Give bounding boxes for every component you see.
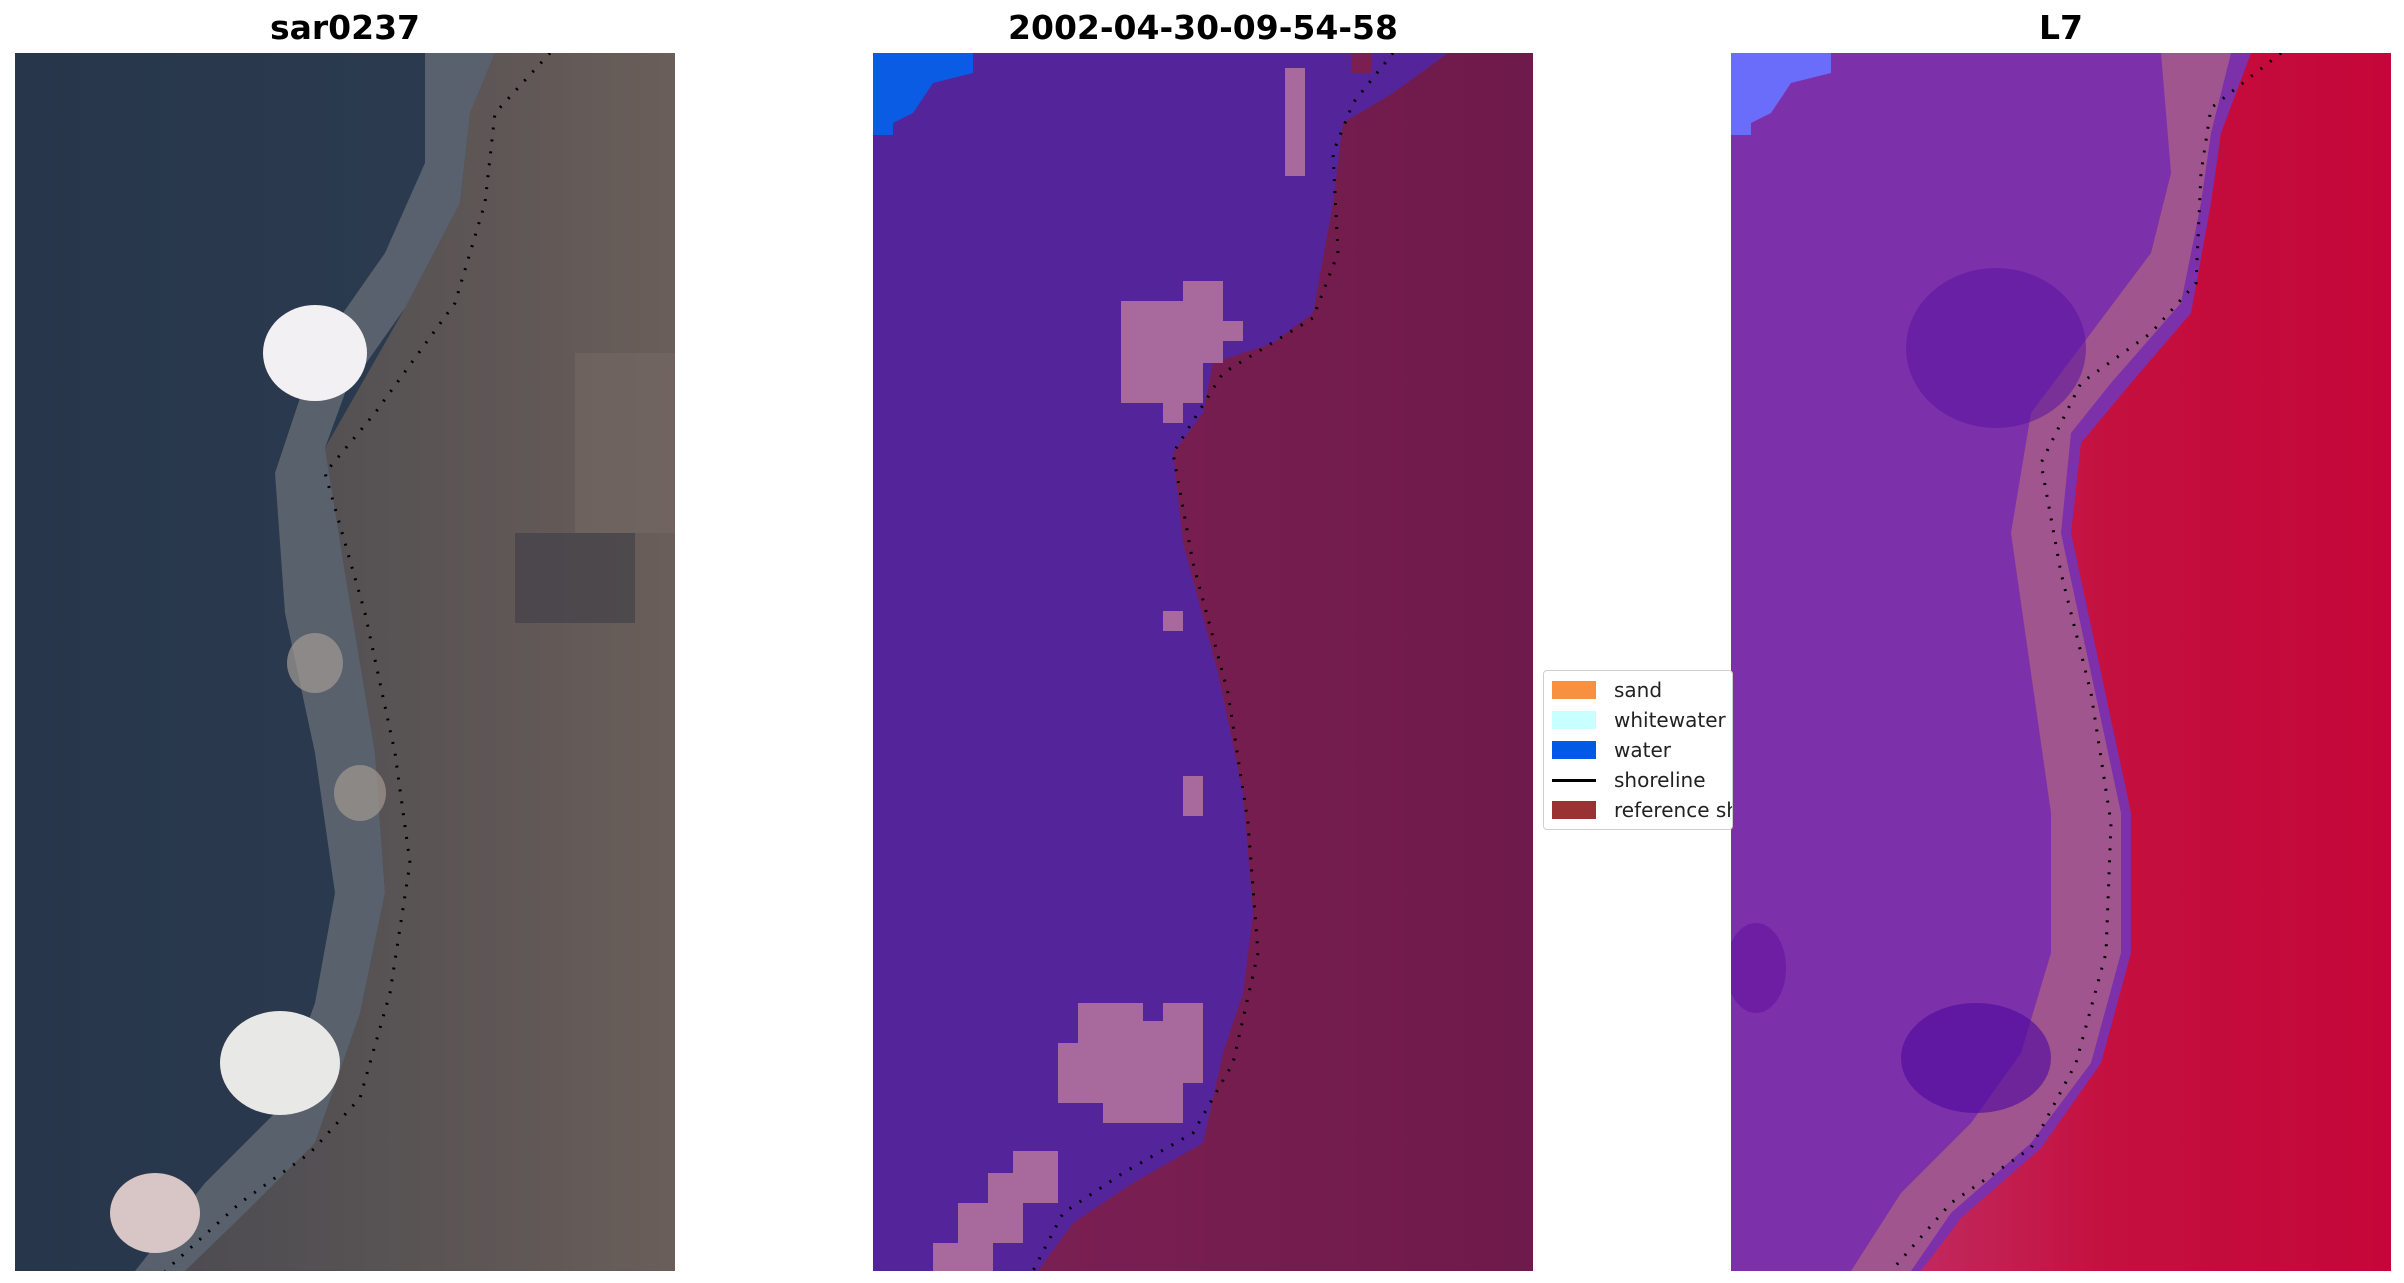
index-dark-patch [1901, 1003, 2051, 1113]
legend-label: shoreline [1614, 768, 1706, 792]
index-image [1731, 53, 2391, 1271]
legend-item-shoreline: shoreline [1552, 765, 1706, 795]
index-dark-patch [1906, 268, 2086, 428]
legend-label: water [1614, 738, 1671, 762]
legend-label: sand [1614, 678, 1663, 702]
legend-swatch [1552, 801, 1596, 819]
legend-item-water: water [1552, 735, 1671, 765]
rgb-whitewater-patch [220, 1011, 340, 1115]
rgb-bright-spot [334, 765, 386, 821]
panel-title-left: sar0237 [269, 8, 421, 47]
class-water-corner [873, 53, 973, 135]
rgb-light-patch [575, 353, 675, 533]
legend-item-reference-shoreline: reference shoreline [1552, 795, 1732, 825]
class-land [1038, 53, 1533, 1271]
legend-item-whitewater: whitewater [1552, 705, 1726, 735]
index-water-corner [1731, 53, 1831, 135]
class-land-speck [1351, 53, 1371, 73]
legend-swatch [1552, 681, 1596, 699]
legend-swatch [1552, 711, 1596, 729]
class-patch [1121, 281, 1243, 423]
class-patch [1058, 1003, 1203, 1123]
legend-line-swatch [1552, 778, 1596, 782]
legend-swatch [1552, 741, 1596, 759]
satellite-rgb-image [15, 53, 675, 1271]
index-dark-patch [1731, 923, 1786, 1013]
rgb-dark-patch [515, 533, 635, 623]
legend: sand whitewater water shoreline referenc… [1543, 670, 1733, 830]
rgb-whitewater-patch [110, 1173, 200, 1253]
rgb-bright-spot [287, 633, 343, 693]
rgb-whitewater-patch [263, 305, 367, 401]
classified-image [873, 53, 1533, 1271]
legend-label: reference shoreline [1614, 798, 1732, 822]
legend-label: whitewater [1614, 708, 1726, 732]
panel-title-center: 2002-04-30-09-54-58 [1008, 8, 1398, 47]
class-patch [1163, 611, 1183, 631]
panel-title-right: L7 [2039, 8, 2083, 47]
class-patch [1183, 776, 1203, 816]
legend-item-sand: sand [1552, 675, 1662, 705]
rgb-land [185, 53, 675, 1271]
class-patch [1285, 68, 1305, 176]
index-transition-strip [1851, 53, 2231, 1271]
index-land [1921, 53, 2391, 1271]
class-patch [933, 1151, 1058, 1271]
